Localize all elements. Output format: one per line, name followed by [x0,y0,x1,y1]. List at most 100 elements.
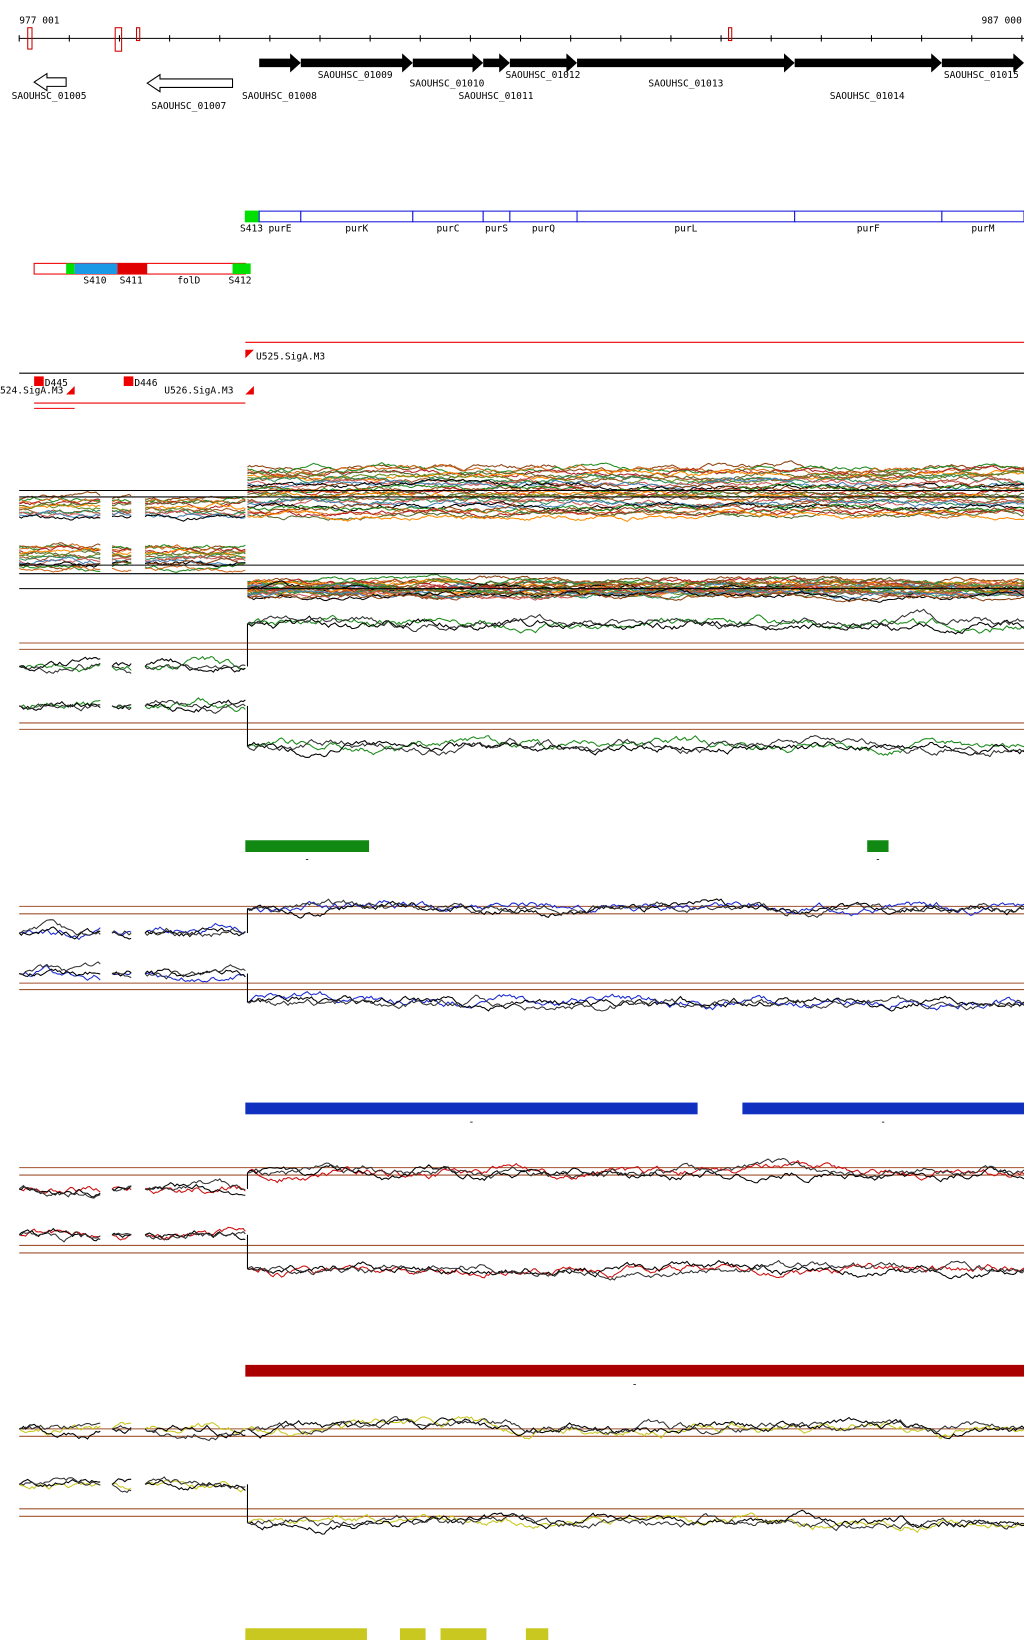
expression-line [247,470,1024,485]
expression-line [144,964,246,980]
operon-segment [509,210,578,223]
expression-line [145,502,246,510]
peak [27,27,33,50]
peak [136,27,141,42]
expression-line [111,551,132,556]
peak [728,27,733,42]
expression-line [144,1428,246,1442]
expression-line [111,1233,132,1241]
expression-line [111,1421,132,1430]
expression-line [18,662,101,674]
expression-line [247,994,1024,1012]
operon-segment [941,210,1024,223]
expression-line [247,473,1024,486]
tss [245,386,254,395]
gene-label: SAOUHSC_01013 [648,78,723,89]
expression-line [111,1483,132,1494]
expression-line [19,491,101,500]
expression-line [111,665,132,674]
gene-label: SAOUHSC_01008 [242,91,317,102]
expression-line [247,1416,1024,1440]
gene-label: SAOUHSC_01007 [151,101,226,112]
expression-line [18,961,101,976]
expression-line [247,587,1024,603]
expression-line [111,557,132,561]
expression-line [144,1424,246,1439]
expression-line [247,1259,1024,1280]
expression-line [18,1424,101,1436]
operon-segment [74,263,118,275]
expression-line [144,697,246,713]
expression-line [144,500,246,506]
expression-line [19,1422,101,1431]
gene-label: SAOUHSC_01014 [830,91,905,102]
operon-label: purS [485,223,508,234]
expression-line [111,1478,132,1485]
operon-segment [576,210,796,223]
region-bar [245,1628,367,1640]
feature-box [34,376,44,387]
expression-line [144,1480,246,1491]
expression-line [247,898,1024,919]
expression-line [247,615,1024,635]
operon-label: purE [268,223,291,234]
expression-line [19,547,101,555]
region-label: - [632,1379,638,1390]
expression-line [18,509,101,515]
operon-label: S412 [228,276,251,287]
expression-line [111,1185,132,1192]
expression-line [19,554,101,562]
operon-segment [117,263,148,275]
expression-line [111,1424,132,1431]
expression-line [19,554,101,561]
expression-line [19,1423,101,1440]
expression-line [247,1509,1024,1535]
expression-line [247,587,1024,598]
expression-line [144,513,246,522]
expression-line [247,591,1024,603]
expression-line [247,482,1024,495]
expression-line [19,1231,101,1243]
gene-label: SAOUHSC_01015 [944,70,1019,81]
expression-line [19,919,101,936]
operon-label: purM [971,223,994,234]
expression-line [144,927,246,938]
expression-line [144,927,246,938]
expression-line [144,1230,246,1241]
expression-line [247,734,1024,758]
expression-line [144,968,246,978]
expression-line [247,735,1024,756]
expression-line [145,564,246,573]
operon-label: purK [345,223,368,234]
tss [245,349,254,359]
gene-arrow [300,53,413,73]
expression-line [144,510,246,517]
expression-line [19,542,101,549]
operon-segment [794,210,943,223]
feature-label: D446 [134,378,157,389]
expression-line [247,898,1024,919]
operon-label: S413 [240,223,263,234]
expression-line [247,1157,1024,1179]
expression-line [111,555,132,559]
feature-box [123,376,134,387]
expression-line [19,968,101,978]
expression-line [19,1477,101,1486]
expression-line [111,502,132,507]
expression-line [144,922,246,935]
expression-line [111,930,132,936]
expression-line [145,498,246,505]
expression-line [144,663,246,671]
expression-line [247,899,1024,917]
operon-segment [482,210,511,223]
operon-segment [412,210,484,223]
expression-line [111,545,132,550]
expression-line [144,544,246,550]
expression-line [145,655,246,671]
feature-label: U525.SigA.M3 [256,351,325,362]
expression-line [144,550,246,557]
expression-line [111,511,132,516]
expression-line [111,1427,132,1434]
operon-label: purL [674,223,697,234]
operon-segment [258,210,302,223]
